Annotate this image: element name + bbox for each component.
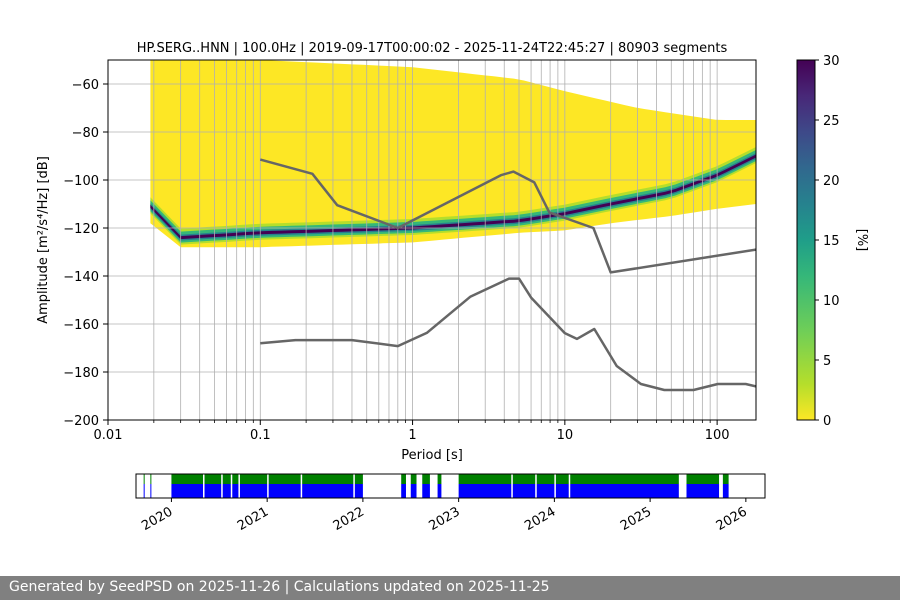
y-tick-label: −120 — [63, 222, 99, 237]
coverage-processed-bar — [422, 474, 430, 484]
y-tick-label: −180 — [63, 366, 99, 381]
coverage-data-bar — [410, 484, 417, 498]
timeline-tick-label: 2026 — [714, 504, 750, 534]
density-heatmap — [150, 60, 756, 248]
coverage-processed-bar — [686, 474, 720, 484]
colorbar-tick-label: 5 — [823, 354, 831, 369]
coverage-processed-bar — [150, 474, 152, 484]
timeline-ticks: 2020 2021 2022 2023 2024 2025 2026 — [139, 498, 750, 534]
series-line-nlnm — [260, 277, 756, 392]
coverage-data-bar — [722, 484, 729, 498]
colorbar-label: [%] — [854, 229, 869, 252]
colorbar-gradient — [796, 59, 816, 421]
coverage-processed-bar — [410, 474, 417, 484]
coverage-gap — [238, 474, 240, 498]
x-tick-label: 100 — [705, 428, 730, 443]
colorbar-tick-label: 25 — [823, 114, 840, 129]
chart-title: HP.SERG..HNN | 100.0Hz | 2019-09-17T00:0… — [137, 41, 728, 56]
coverage-gap — [203, 474, 205, 498]
colorbar-tick-label: 30 — [823, 54, 840, 69]
timeline-tick-label: 2023 — [426, 504, 462, 534]
colorbar-tick-label: 0 — [823, 414, 831, 429]
colorbar-tick-label: 10 — [823, 294, 840, 309]
y-tick-label: −200 — [63, 414, 99, 429]
footer-text: Generated by SeedPSD on 2025-11-26 | Cal… — [9, 579, 550, 595]
timeline-tick-label: 2025 — [618, 504, 654, 534]
colorbar-tick-label: 15 — [823, 234, 840, 249]
colorbar-tick-label: 20 — [823, 174, 840, 189]
footer-bar: Generated by SeedPSD on 2025-11-26 | Cal… — [0, 576, 900, 600]
coverage-gap — [230, 474, 233, 498]
timeline-tick-label: 2024 — [522, 504, 558, 534]
coverage-gap — [221, 474, 223, 498]
colorbar: 0 5 10 15 20 25 30 [%] — [796, 54, 869, 429]
x-tick-label: 0.1 — [250, 428, 271, 443]
colorbar-ticks: 0 5 10 15 20 25 30 — [815, 54, 840, 429]
timeline-tick-label: 2020 — [139, 504, 175, 534]
x-tick-label: 1 — [408, 428, 416, 443]
coverage-gap — [353, 474, 355, 498]
series-line-nhnm — [259, 158, 756, 274]
timeline-tick-label: 2022 — [331, 504, 367, 534]
timeline-chart: 2020 2021 2022 2023 2024 2025 2026 — [135, 473, 766, 534]
coverage-gap — [300, 474, 303, 498]
coverage-gap — [267, 474, 269, 498]
coverage-data-bar — [686, 484, 720, 498]
coverage-processed-bar — [722, 474, 729, 484]
coverage-data-bar — [437, 484, 442, 498]
coverage-data-bar — [150, 484, 152, 498]
timeline-frame — [135, 473, 766, 499]
coverage-processed-bar — [437, 474, 442, 484]
psd-plot — [108, 60, 756, 420]
coverage-processed-bar — [143, 474, 145, 484]
y-tick-label: −60 — [72, 78, 99, 93]
coverage-gap — [568, 474, 571, 498]
y-axis-label: Amplitude [m²/s⁴/Hz] [dB] — [36, 156, 51, 324]
y-ticks: −200 −180 −160 −140 −120 −100 −80 −60 — [63, 78, 108, 429]
y-tick-label: −80 — [72, 126, 99, 141]
x-ticks: 0.01 0.1 1 10 100 — [94, 420, 730, 443]
y-tick-label: −160 — [63, 318, 99, 333]
y-tick-label: −100 — [63, 174, 99, 189]
density-band-high — [150, 153, 756, 241]
x-tick-label: 10 — [557, 428, 574, 443]
grid-lines — [108, 60, 756, 420]
x-tick-label: 0.01 — [94, 428, 123, 443]
coverage-gap — [511, 474, 513, 498]
noise-model-curves — [259, 158, 756, 392]
coverage-processed-bar — [401, 474, 406, 484]
coverage-gap — [554, 474, 556, 498]
y-tick-label: −140 — [63, 270, 99, 285]
coverage-data-bar — [422, 484, 430, 498]
timeline-tick-label: 2021 — [235, 504, 271, 534]
coverage-data-bar — [143, 484, 145, 498]
timeline-coverage — [143, 474, 729, 498]
coverage-data-bar — [401, 484, 406, 498]
x-axis-label: Period [s] — [401, 448, 463, 463]
plot-frame — [107, 59, 757, 421]
coverage-gap — [535, 474, 537, 498]
